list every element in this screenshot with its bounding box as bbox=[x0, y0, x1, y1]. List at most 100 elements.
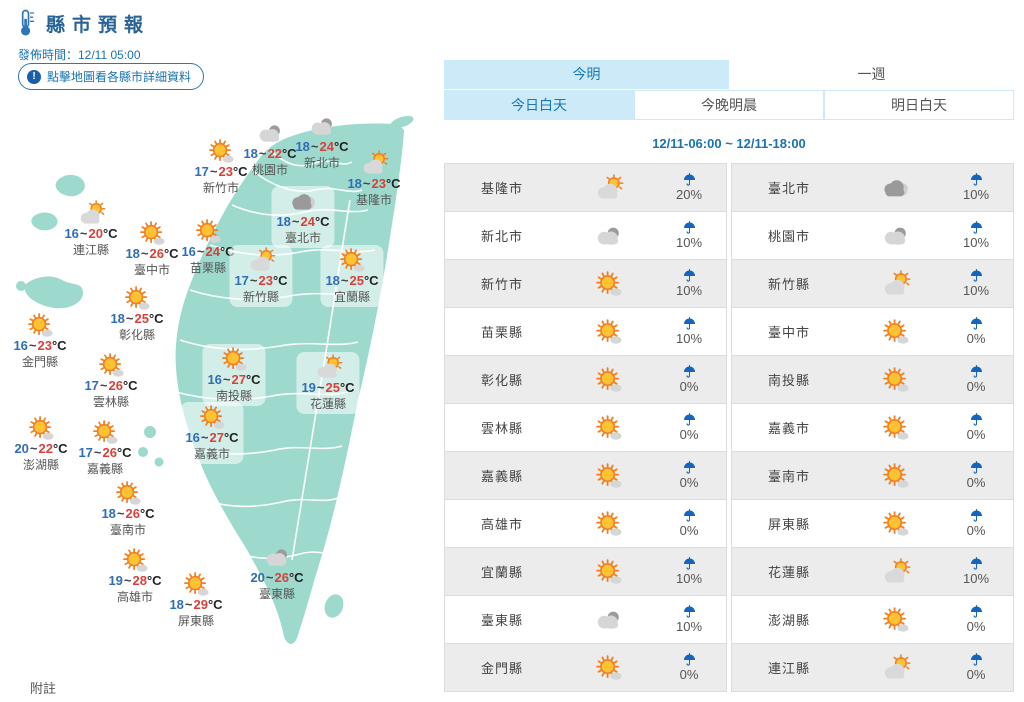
forecast-table: 基隆市 20% 新北市 10% 新竹市 10% 苗栗縣 10% 彰化縣 0% 雲林縣 0% 嘉義縣 0% 高… bbox=[444, 163, 1014, 692]
sunny-icon bbox=[190, 218, 226, 245]
pop-value: 10% bbox=[675, 282, 703, 298]
umbrella-icon bbox=[682, 317, 697, 331]
county-name: 金門縣 bbox=[481, 661, 524, 676]
pop-value: 10% bbox=[962, 234, 990, 250]
overcast-icon bbox=[285, 188, 321, 215]
forecast-cell-高雄市: 高雄市 0% bbox=[444, 500, 727, 548]
tab-一週[interactable]: 一週 bbox=[729, 60, 1014, 89]
pop-value: 10% bbox=[962, 282, 990, 298]
cloudy-icon bbox=[252, 120, 288, 147]
temp-range: 20~26°C bbox=[250, 570, 304, 585]
map-hint-button[interactable]: ! 點擊地圖看各縣市詳細資料 bbox=[18, 63, 205, 90]
temp-range: 17~23°C bbox=[234, 273, 288, 288]
tab-今明[interactable]: 今明 bbox=[444, 60, 729, 89]
tab-今晚明晨[interactable]: 今晚明晨 bbox=[634, 90, 824, 120]
rain-probability: 0% bbox=[652, 653, 726, 682]
tab-今日白天[interactable]: 今日白天 bbox=[444, 90, 634, 120]
primary-tabs: 今明 一週 bbox=[444, 60, 1014, 89]
temp-range: 16~27°C bbox=[207, 372, 261, 387]
map-label-雲林縣[interactable]: 17~26°C 雲林縣 bbox=[84, 352, 138, 410]
county-name: 臺南市 bbox=[768, 469, 811, 484]
umbrella-icon bbox=[969, 413, 984, 427]
temp-range: 19~25°C bbox=[301, 380, 355, 395]
county-name: 宜蘭縣 bbox=[333, 289, 370, 304]
pop-value: 0% bbox=[966, 426, 986, 442]
umbrella-icon bbox=[682, 413, 697, 427]
map-label-高雄市[interactable]: 19~28°C 高雄市 bbox=[108, 547, 162, 605]
umbrella-icon bbox=[682, 509, 697, 523]
map-label-南投縣[interactable]: 16~27°C 南投縣 bbox=[202, 344, 266, 406]
pop-value: 10% bbox=[675, 618, 703, 634]
map-label-臺北市[interactable]: 18~24°C 臺北市 bbox=[271, 186, 335, 248]
map-label-臺中市[interactable]: 18~26°C 臺中市 bbox=[125, 220, 179, 278]
rain-probability: 0% bbox=[652, 413, 726, 442]
rain-probability: 20% bbox=[652, 173, 726, 202]
map-label-澎湖縣[interactable]: 20~22°C 澎湖縣 bbox=[14, 415, 68, 473]
sunny-icon bbox=[591, 366, 627, 394]
rain-probability: 0% bbox=[652, 461, 726, 490]
forecast-cell-雲林縣: 雲林縣 0% bbox=[444, 404, 727, 452]
county-name: 苗栗縣 bbox=[189, 260, 226, 275]
forecast-cell-桃園市: 桃園市 10% bbox=[731, 212, 1014, 260]
forecast-cell-澎湖縣: 澎湖縣 0% bbox=[731, 596, 1014, 644]
county-name: 彰化縣 bbox=[118, 327, 155, 342]
county-name: 臺中市 bbox=[133, 262, 170, 277]
county-name: 花蓮縣 bbox=[309, 396, 346, 411]
sunny-icon bbox=[194, 404, 230, 431]
county-name: 高雄市 bbox=[481, 517, 524, 532]
partly-icon bbox=[591, 174, 627, 202]
map-label-屏東縣[interactable]: 18~29°C 屏東縣 bbox=[169, 571, 223, 629]
map-label-新竹市[interactable]: 17~23°C 新竹市 bbox=[194, 138, 248, 196]
pop-value: 0% bbox=[679, 666, 699, 682]
county-name: 臺北市 bbox=[768, 181, 811, 196]
county-name: 連江縣 bbox=[72, 242, 109, 257]
map-label-宜蘭縣[interactable]: 18~25°C 宜蘭縣 bbox=[320, 245, 384, 307]
map-label-基隆市[interactable]: 18~23°C 基隆市 bbox=[347, 150, 401, 208]
county-name: 基隆市 bbox=[481, 181, 524, 196]
forecast-cell-新竹市: 新竹市 10% bbox=[444, 260, 727, 308]
rain-probability: 10% bbox=[652, 557, 726, 586]
pop-value: 0% bbox=[679, 378, 699, 394]
map-label-苗栗縣[interactable]: 16~24°C 苗栗縣 bbox=[181, 218, 235, 276]
umbrella-icon bbox=[682, 653, 697, 667]
partly-icon bbox=[356, 150, 392, 177]
map-label-彰化縣[interactable]: 18~25°C 彰化縣 bbox=[110, 285, 164, 343]
map-label-嘉義市[interactable]: 16~27°C 嘉義市 bbox=[180, 402, 244, 464]
tab-明日白天[interactable]: 明日白天 bbox=[824, 90, 1014, 120]
county-name: 嘉義市 bbox=[768, 421, 811, 436]
county-name: 新竹市 bbox=[202, 180, 239, 195]
sunny-icon bbox=[878, 414, 914, 442]
county-name: 新竹縣 bbox=[768, 277, 811, 292]
county-name: 新北市 bbox=[481, 229, 524, 244]
county-name: 新竹市 bbox=[481, 277, 524, 292]
map-label-新竹縣[interactable]: 17~23°C 新竹縣 bbox=[229, 245, 293, 307]
map-label-金門縣[interactable]: 16~23°C 金門縣 bbox=[13, 312, 67, 370]
umbrella-icon bbox=[969, 317, 984, 331]
map-label-桃園市[interactable]: 18~22°C 桃園市 bbox=[243, 120, 297, 178]
map-label-連江縣[interactable]: 16~20°C 連江縣 bbox=[64, 200, 118, 258]
info-icon: ! bbox=[27, 69, 41, 84]
temp-range: 18~24°C bbox=[295, 139, 349, 154]
forecast-cell-花蓮縣: 花蓮縣 10% bbox=[731, 548, 1014, 596]
cloudy-icon bbox=[591, 222, 627, 250]
rain-probability: 0% bbox=[652, 365, 726, 394]
forecast-cell-連江縣: 連江縣 0% bbox=[731, 644, 1014, 692]
county-name: 雲林縣 bbox=[92, 394, 129, 409]
county-name: 金門縣 bbox=[21, 354, 58, 369]
map-label-臺南市[interactable]: 18~26°C 臺南市 bbox=[101, 480, 155, 538]
county-name: 桃園市 bbox=[768, 229, 811, 244]
rain-probability: 10% bbox=[939, 269, 1013, 298]
forecast-period: 12/11-06:00 ~ 12/11-18:00 bbox=[652, 136, 806, 151]
map-label-花蓮縣[interactable]: 19~25°C 花蓮縣 bbox=[296, 352, 360, 414]
map-label-臺東縣[interactable]: 20~26°C 臺東縣 bbox=[250, 544, 304, 602]
map-label-新北市[interactable]: 18~24°C 新北市 bbox=[295, 113, 349, 171]
temp-range: 16~23°C bbox=[13, 338, 67, 353]
umbrella-icon bbox=[682, 365, 697, 379]
umbrella-icon bbox=[682, 173, 697, 187]
rain-probability: 0% bbox=[652, 509, 726, 538]
temp-range: 18~24°C bbox=[276, 214, 330, 229]
map-label-嘉義縣[interactable]: 17~26°C 嘉義縣 bbox=[78, 419, 132, 477]
temp-range: 18~25°C bbox=[110, 311, 164, 326]
umbrella-icon bbox=[682, 605, 697, 619]
